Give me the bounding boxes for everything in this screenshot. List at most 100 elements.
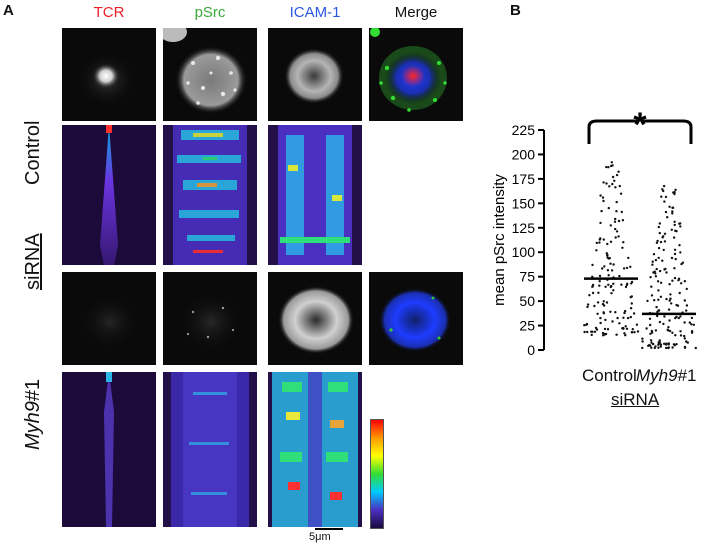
data-point [601,302,605,306]
y-tick-label-175: 175 [512,171,536,187]
data-point [611,182,614,186]
mean-lines-group [584,277,696,316]
data-point [613,179,616,182]
micrograph-control-icam1 [268,28,362,121]
data-point [612,289,615,292]
data-point [678,244,681,247]
data-point [619,192,623,195]
data-point [601,196,605,199]
data-point [602,238,605,241]
data-point [599,321,602,325]
data-point [629,315,632,319]
data-point [595,249,598,252]
data-point [654,258,658,262]
y-tick-label-75: 75 [519,269,535,285]
data-point [607,206,610,210]
micrograph-myh9-icam1 [268,272,362,365]
data-point [606,242,609,246]
x-category-label-control: Control [582,366,637,385]
data-point [649,344,652,347]
data-point [605,252,608,255]
data-point [635,323,639,326]
data-point [672,236,676,239]
data-point [618,274,621,278]
data-point [627,256,630,260]
data-point [658,269,662,273]
data-point [593,330,597,333]
data-point [670,228,673,231]
data-point [671,206,675,209]
kymograph-control-icam1 [268,125,362,265]
data-point [602,311,605,314]
micrograph-myh9-psrc [163,272,257,365]
data-point [620,283,623,286]
data-point [624,325,627,328]
micrograph-myh9-merge [369,272,463,365]
data-point [590,333,593,337]
data-point [646,299,649,303]
data-point [654,272,657,275]
data-point [666,329,670,332]
data-point [683,337,686,340]
data-point [655,267,658,271]
data-point [675,315,678,318]
row-label-myh9-suffix: #1 [22,378,44,402]
data-point [605,165,608,169]
data-point [653,299,656,302]
row-label-myh9-gene: Myh9 [22,401,44,450]
data-point [613,220,617,223]
data-point [652,253,656,256]
data-point [663,200,666,203]
data-point [609,285,612,289]
data-point [657,289,660,292]
data-point [594,326,598,330]
data-point [665,346,668,350]
y-tick-label-150: 150 [512,195,536,211]
data-point [652,342,655,346]
data-point [671,212,674,215]
data-point [671,279,674,282]
micrograph-control-psrc [163,28,257,121]
data-point [663,342,666,345]
data-point [658,222,661,225]
data-point [652,271,655,274]
data-point [662,322,665,326]
data-point [583,330,586,334]
data-point [658,320,662,324]
kymograph-myh9-icam1 [268,372,362,527]
micrograph-control-tcr [62,28,156,121]
data-point [641,346,644,350]
data-point [683,299,686,302]
column-header-icam1: ICAM-1 [289,4,341,21]
data-point [656,280,660,283]
data-point [669,297,672,300]
data-point [668,329,672,333]
data-point [622,316,625,319]
data-point [620,210,623,214]
scale-bar [315,528,343,530]
data-point [612,263,615,266]
data-point [667,326,670,329]
data-point [657,309,660,312]
data-point [661,259,664,262]
data-point [630,280,634,284]
data-point [630,302,633,305]
data-point [659,281,663,284]
data-point [590,330,593,333]
data-point [650,341,653,344]
data-point [618,322,621,325]
data-point [654,345,657,348]
data-point [603,333,606,336]
data-point [641,337,644,340]
data-point [614,227,617,231]
data-point [673,344,676,347]
data-point [667,346,670,349]
data-point [609,310,612,313]
data-point [586,305,589,309]
data-point [685,340,688,343]
data-point [585,323,588,326]
data-point [598,284,601,287]
data-point [625,266,629,270]
data-point [598,274,602,278]
data-point [657,246,661,250]
